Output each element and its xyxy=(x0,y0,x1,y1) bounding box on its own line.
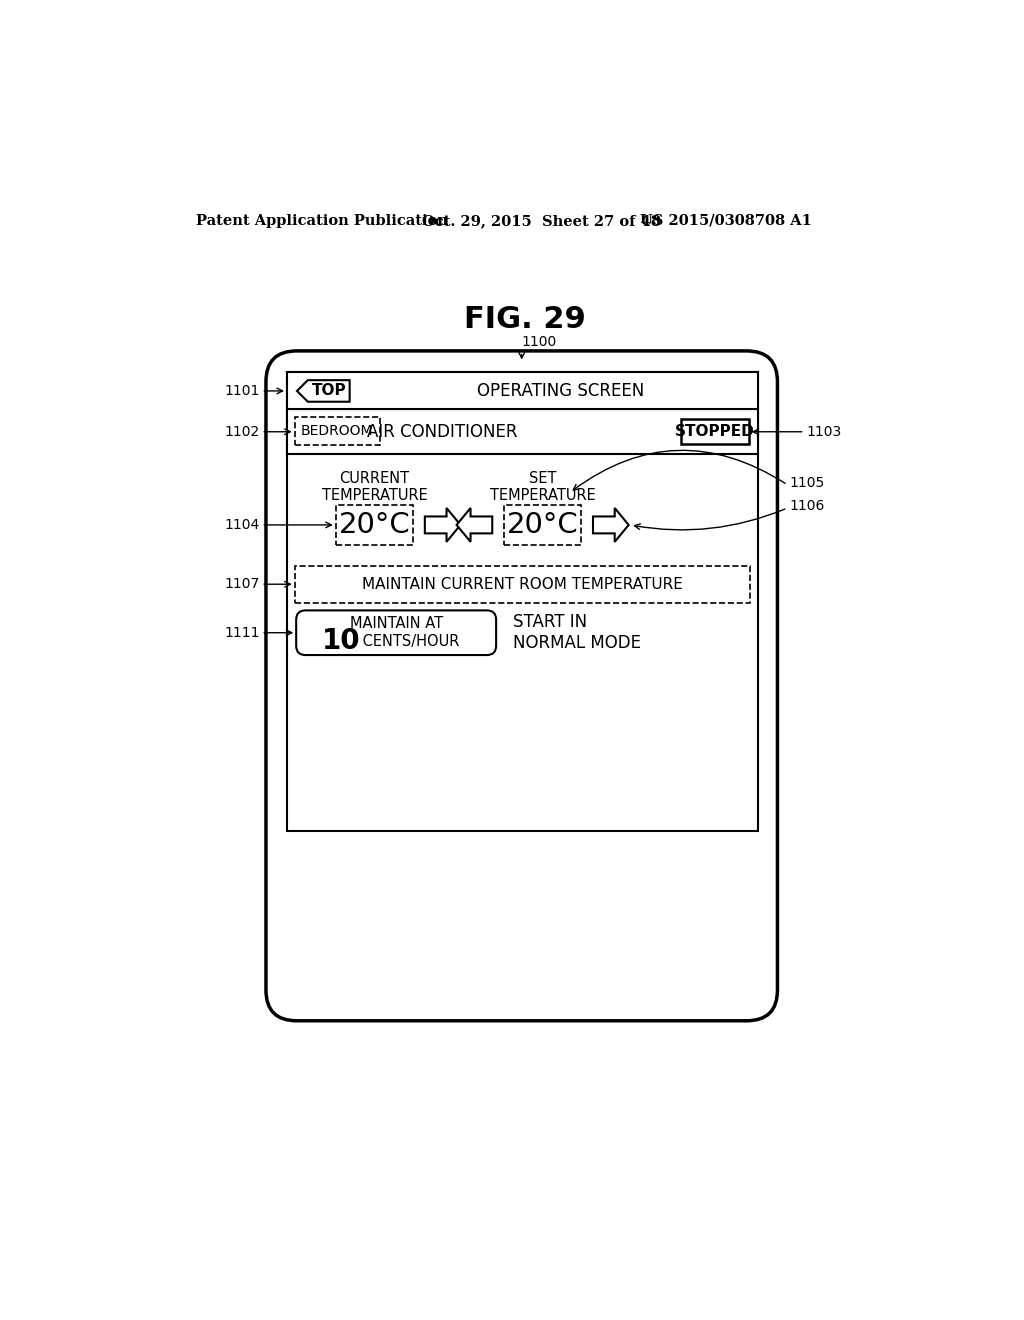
FancyBboxPatch shape xyxy=(336,506,414,545)
Polygon shape xyxy=(593,508,629,543)
Text: 1100: 1100 xyxy=(521,334,556,348)
Text: AIR CONDITIONER: AIR CONDITIONER xyxy=(367,422,517,441)
Text: US 2015/0308708 A1: US 2015/0308708 A1 xyxy=(640,214,811,228)
FancyBboxPatch shape xyxy=(287,409,758,454)
Text: START IN
NORMAL MODE: START IN NORMAL MODE xyxy=(513,614,641,652)
FancyBboxPatch shape xyxy=(266,351,777,1020)
FancyBboxPatch shape xyxy=(287,372,758,409)
Text: 1106: 1106 xyxy=(790,499,824,513)
FancyBboxPatch shape xyxy=(681,420,749,444)
Polygon shape xyxy=(425,508,461,543)
Text: 10: 10 xyxy=(322,627,360,655)
FancyBboxPatch shape xyxy=(295,566,751,603)
Polygon shape xyxy=(297,380,349,401)
Text: OPERATING SCREEN: OPERATING SCREEN xyxy=(476,381,644,400)
Text: 1102: 1102 xyxy=(224,425,260,438)
FancyBboxPatch shape xyxy=(287,372,758,830)
Text: MAINTAIN CURRENT ROOM TEMPERATURE: MAINTAIN CURRENT ROOM TEMPERATURE xyxy=(362,577,683,591)
Polygon shape xyxy=(457,508,493,543)
FancyBboxPatch shape xyxy=(296,610,496,655)
Text: CENTS/HOUR: CENTS/HOUR xyxy=(358,634,460,648)
FancyBboxPatch shape xyxy=(504,506,582,545)
Text: STOPPED: STOPPED xyxy=(675,424,755,440)
Text: 1104: 1104 xyxy=(224,517,260,532)
Text: 20°C: 20°C xyxy=(339,511,411,539)
Text: 1107: 1107 xyxy=(224,577,260,591)
Text: 1103: 1103 xyxy=(806,425,842,438)
Text: CURRENT
TEMPERATURE: CURRENT TEMPERATURE xyxy=(322,471,427,503)
Text: 1111: 1111 xyxy=(224,626,260,640)
Text: BEDROOM: BEDROOM xyxy=(301,424,374,438)
Text: Oct. 29, 2015  Sheet 27 of 48: Oct. 29, 2015 Sheet 27 of 48 xyxy=(423,214,662,228)
Text: FIG. 29: FIG. 29 xyxy=(464,305,586,334)
Text: 20°C: 20°C xyxy=(507,511,579,539)
Text: SET
TEMPERATURE: SET TEMPERATURE xyxy=(489,471,596,503)
Text: 1105: 1105 xyxy=(790,477,824,490)
Text: Patent Application Publication: Patent Application Publication xyxy=(197,214,449,228)
Text: TOP: TOP xyxy=(311,383,346,399)
FancyBboxPatch shape xyxy=(295,417,380,445)
Text: MAINTAIN AT: MAINTAIN AT xyxy=(349,616,442,631)
Text: 1101: 1101 xyxy=(224,384,260,397)
